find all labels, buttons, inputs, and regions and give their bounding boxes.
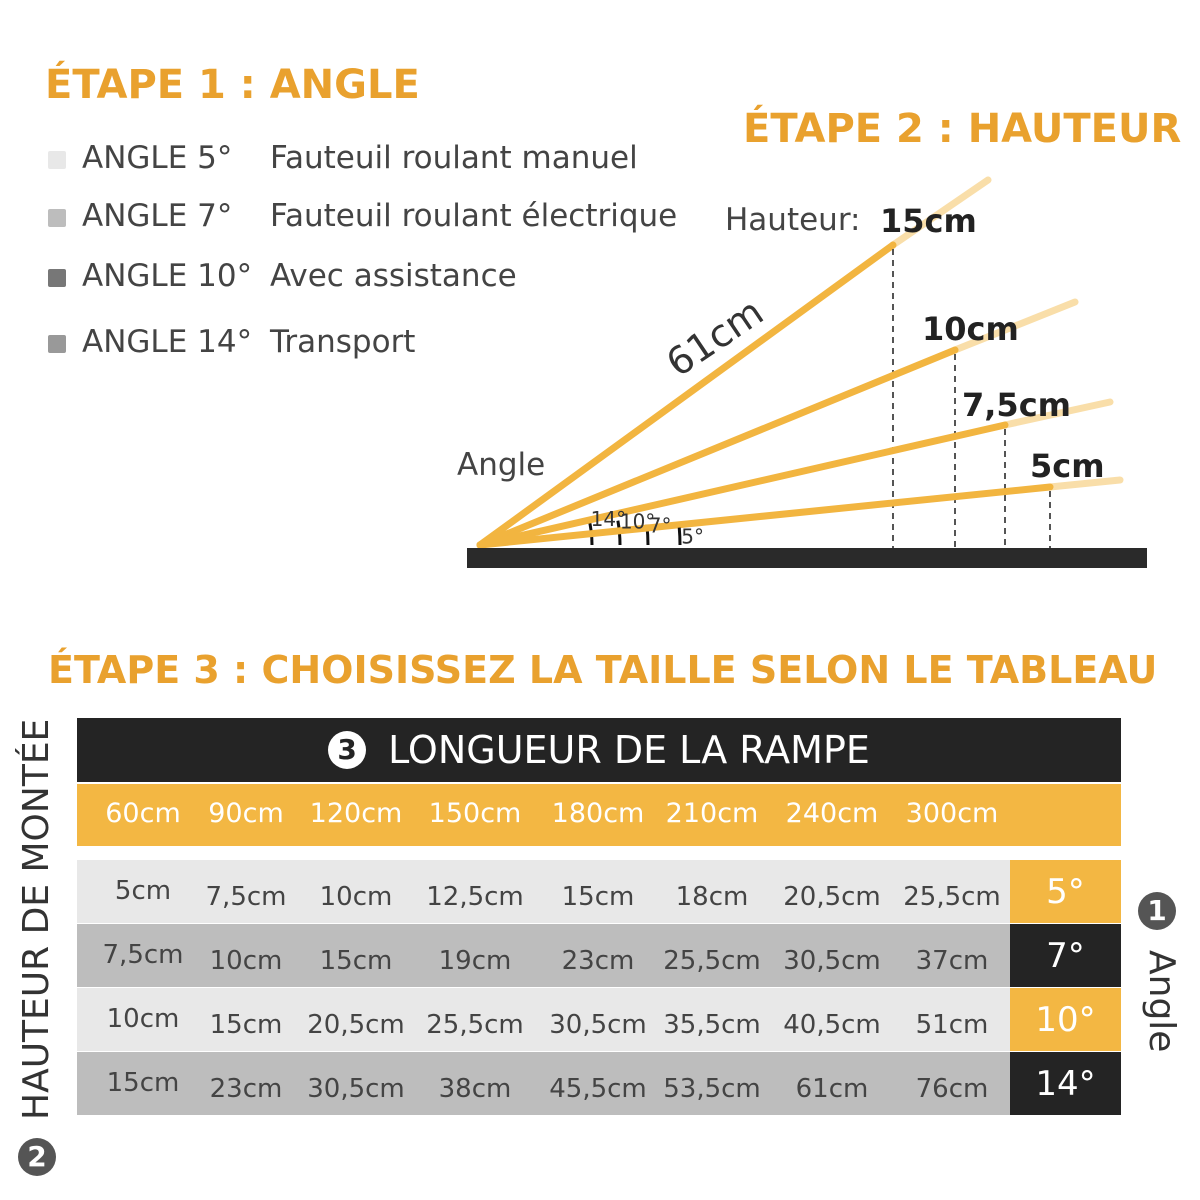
height-value: 10cm — [922, 310, 1019, 348]
ramp-length-cell: 240cm — [785, 798, 879, 829]
table-row: 7,5cm 10cm 15cm 19cm 23cm 25,5cm 30,5cm 37cm 7° — [77, 924, 1121, 987]
ramp-line-extension — [1001, 398, 1114, 429]
table-header: 3 LONGUEUR DE LA RAMPE — [77, 718, 1121, 782]
step2-title: ÉTAPE 2 : HAUTEUR — [743, 106, 1182, 152]
legend-use: Fauteuil roulant électrique — [270, 198, 678, 234]
height-cell: 25,5cm — [663, 946, 761, 976]
ramp-length-cell: 300cm — [905, 798, 999, 829]
angle-cell: 7° — [1010, 924, 1121, 987]
angle-axis-badge: 1 — [1138, 892, 1176, 930]
legend-item: ANGLE 14° Transport — [48, 324, 415, 360]
angle-cell: 10° — [1010, 988, 1121, 1051]
angle-cell: 14° — [1010, 1052, 1121, 1115]
ramp-length-cell: 60cm — [105, 798, 181, 829]
height-cell: 5cm — [114, 876, 172, 906]
legend-item: ANGLE 7° Fauteuil roulant électrique — [48, 198, 677, 234]
height-cell: 15cm — [106, 1068, 180, 1098]
angle-value: 14° — [591, 507, 626, 531]
height-axis-label: HAUTEUR DE MONTÉE — [16, 718, 57, 1120]
height-cell: 51cm — [915, 1010, 989, 1040]
height-cell: 12,5cm — [426, 882, 524, 912]
ramp-line — [476, 483, 1054, 549]
legend-use: Avec assistance — [270, 258, 517, 294]
legend-angle: ANGLE 14° — [82, 324, 253, 360]
angle-value: 10° — [620, 510, 655, 534]
height-value: 15cm — [880, 202, 977, 240]
height-cell: 61cm — [795, 1074, 869, 1104]
angle-arc — [677, 527, 682, 546]
height-label: Hauteur: — [725, 202, 860, 238]
ramp-line-extension — [951, 298, 1079, 354]
legend-swatch — [48, 334, 66, 353]
ramp-line-extension — [889, 176, 992, 249]
step3-title: ÉTAPE 3 : CHOISISSEZ LA TAILLE SELON LE … — [48, 648, 1158, 692]
height-cell: 45,5cm — [549, 1074, 647, 1104]
ramp-length-cell: 120cm — [309, 798, 403, 829]
ramp-angle-diagram: Hauteur: Angle 61cm 14°15cm10°10cm7°7,5c… — [457, 176, 1147, 568]
angle-label: Angle — [457, 447, 545, 483]
height-cell: 10cm — [106, 1004, 180, 1034]
height-axis-badge: 2 — [18, 1138, 56, 1176]
height-cell: 30,5cm — [783, 946, 881, 976]
height-cell: 18cm — [675, 882, 749, 912]
legend-angle: ANGLE 10° — [82, 258, 253, 294]
angle-axis-label: Angle — [1141, 950, 1182, 1053]
legend-swatch — [48, 150, 66, 169]
height-value: 7,5cm — [962, 386, 1071, 424]
ground-bar — [467, 548, 1147, 568]
height-cell: 23cm — [561, 946, 635, 976]
ramp-line — [476, 241, 897, 549]
table-row: 10cm 15cm 20,5cm 25,5cm 30,5cm 35,5cm 40,5cm 51… — [77, 988, 1121, 1051]
legend-item: ANGLE 10° Avec assistance — [48, 258, 517, 294]
legend-swatch — [48, 268, 66, 287]
legend-angle: ANGLE 7° — [82, 198, 233, 234]
height-cell: 7,5cm — [205, 882, 287, 912]
height-cell: 20,5cm — [783, 882, 881, 912]
ramp-length-cell: 90cm — [208, 798, 284, 829]
height-cell: 15cm — [209, 1010, 283, 1040]
legend-use: Fauteuil roulant manuel — [270, 140, 638, 176]
height-cell: 7,5cm — [102, 940, 184, 970]
height-cell: 15cm — [561, 882, 635, 912]
table-header-label: LONGUEUR DE LA RAMPE — [388, 728, 870, 772]
legend-item: ANGLE 5° Fauteuil roulant manuel — [48, 140, 638, 176]
height-cell: 10cm — [319, 882, 393, 912]
ramp-length-cell: 150cm — [428, 798, 522, 829]
step1-title: ÉTAPE 1 : ANGLE — [45, 62, 420, 108]
legend-use: Transport — [270, 324, 416, 360]
angle-value: 7° — [649, 514, 672, 538]
table-row: 5cm 7,5cm 10cm 12,5cm 15cm 18cm 20,5cm 25,5cm 5° — [77, 860, 1121, 923]
legend-swatch — [48, 208, 66, 227]
height-cell: 35,5cm — [663, 1010, 761, 1040]
height-cell: 30,5cm — [307, 1074, 405, 1104]
height-cell: 19cm — [438, 946, 512, 976]
ramp-length-cell: 180cm — [551, 798, 645, 829]
height-cell: 76cm — [915, 1074, 989, 1104]
height-value: 5cm — [1030, 447, 1105, 485]
height-cell: 10cm — [209, 946, 283, 976]
ramp-line-extension — [1046, 476, 1124, 491]
height-cell: 30,5cm — [549, 1010, 647, 1040]
angle-cell: 5° — [1010, 860, 1121, 923]
ramp-line — [476, 421, 1009, 549]
ramp-length-row: 60cm 90cm 120cm 150cm 180cm 210cm 240cm 300cm — [77, 784, 1121, 846]
step-number-badge: 3 — [328, 731, 367, 769]
height-cell: 38cm — [438, 1074, 512, 1104]
height-cell: 15cm — [319, 946, 393, 976]
height-cell: 40,5cm — [783, 1010, 881, 1040]
legend-angle: ANGLE 5° — [82, 140, 233, 176]
height-cell: 37cm — [915, 946, 989, 976]
height-cell: 20,5cm — [307, 1010, 405, 1040]
ramp-length-cell: 210cm — [665, 798, 759, 829]
table-row: 15cm 23cm 30,5cm 38cm 45,5cm 53,5cm 61cm 76cm 14… — [77, 1052, 1121, 1115]
height-cell: 25,5cm — [426, 1010, 524, 1040]
angle-value: 5° — [681, 525, 704, 549]
ramp-line — [476, 346, 959, 549]
height-cell: 23cm — [209, 1074, 283, 1104]
height-cell: 53,5cm — [663, 1074, 761, 1104]
height-cell: 25,5cm — [903, 882, 1001, 912]
